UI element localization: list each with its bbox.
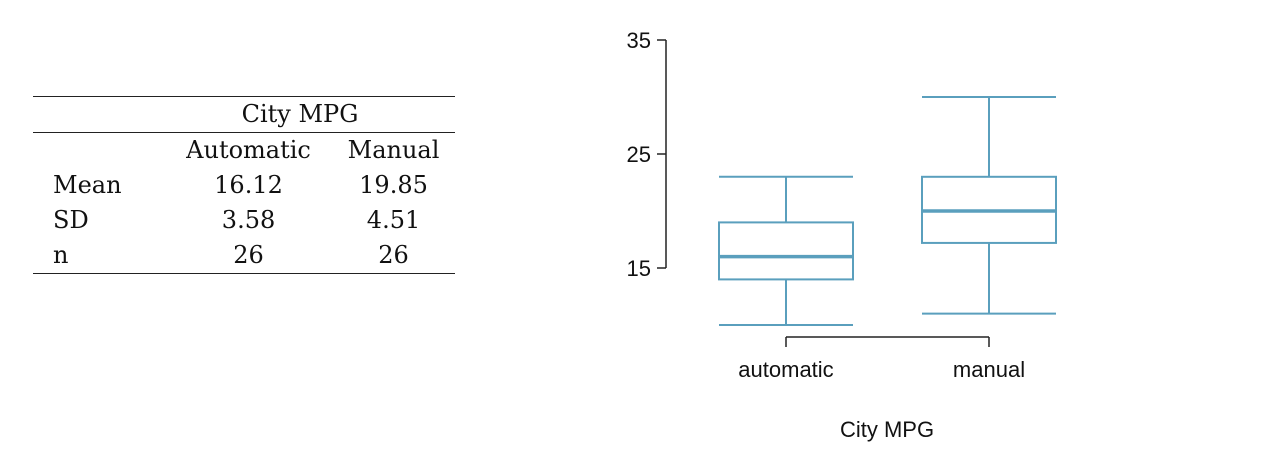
box-automatic [718, 175, 854, 326]
table-group-header-row: City MPG [33, 96, 455, 133]
table-row: SD 3.58 4.51 [33, 203, 455, 238]
cell-n-automatic: 26 [233, 241, 264, 269]
iqr-box [718, 221, 854, 281]
box-manual [921, 96, 1057, 315]
column-header-manual: Manual [347, 136, 440, 164]
cell-mean-automatic: 16.12 [214, 171, 283, 199]
y-tick-label: 35 [627, 28, 651, 53]
cell-mean-manual: 19.85 [359, 171, 428, 199]
table-row: n 26 26 [33, 238, 455, 274]
table-group-header: City MPG [241, 100, 359, 128]
row-label-mean: Mean [53, 171, 122, 199]
x-axis-title: City MPG [840, 417, 934, 442]
row-label-n: n [53, 241, 69, 269]
cell-sd-automatic: 3.58 [221, 206, 276, 234]
table-row: Mean 16.12 19.85 [33, 168, 455, 203]
cell-sd-manual: 4.51 [366, 206, 421, 234]
summary-statistics-table: City MPG Automatic Manual Mean 16.12 19.… [33, 96, 455, 274]
boxplot-series [718, 96, 1057, 326]
row-label-sd: SD [53, 206, 89, 234]
column-header-automatic: Automatic [186, 136, 311, 164]
x-tick-label-automatic: automatic [738, 357, 833, 382]
y-axis: 15 25 35 [627, 28, 667, 281]
summary-table-container: City MPG Automatic Manual Mean 16.12 19.… [33, 96, 455, 274]
x-axis: automatic manual [738, 336, 1025, 382]
y-tick-label: 25 [627, 142, 651, 167]
y-tick-label: 15 [627, 256, 651, 281]
x-tick-label-manual: manual [953, 357, 1025, 382]
cell-n-manual: 26 [378, 241, 409, 269]
table-column-header-row: Automatic Manual [33, 132, 455, 169]
